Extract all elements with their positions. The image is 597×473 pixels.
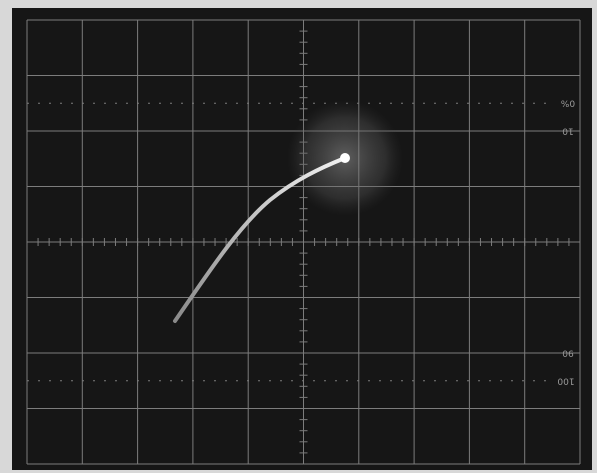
trace-dot: [340, 153, 350, 163]
label: 0%: [560, 98, 575, 108]
oscilloscope-screen: 0% 10 90 100: [0, 0, 597, 473]
screen: [12, 8, 592, 470]
label: 100: [557, 376, 574, 386]
label: 90: [562, 348, 574, 358]
label: 10: [562, 126, 574, 136]
